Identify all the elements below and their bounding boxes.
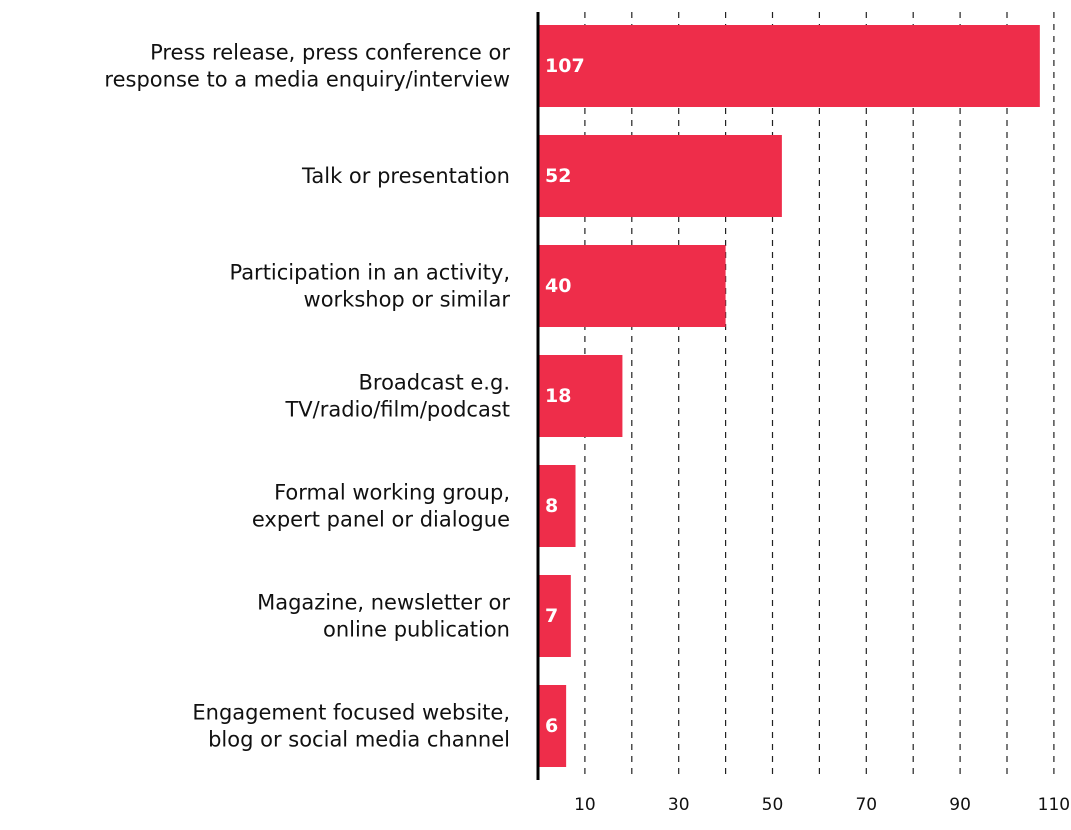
- bar: [538, 25, 1040, 107]
- category-label-line: response to a media enquiry/interview: [104, 68, 510, 92]
- category-label-line: expert panel or dialogue: [252, 508, 510, 532]
- category-label-line: Talk or presentation: [301, 164, 510, 188]
- bar-value-label: 18: [545, 385, 571, 407]
- category-label-line: Magazine, newsletter or: [257, 591, 510, 615]
- category-label: Formal working group, expert panel or dia…: [252, 481, 510, 532]
- x-axis-ticks: 10 30 50 70 90 110: [574, 795, 1070, 815]
- category-label-line: Engagement focused website,: [192, 701, 510, 725]
- category-label: Talk or presentation: [301, 164, 510, 188]
- category-label-line: Press release, press conference or: [150, 41, 510, 65]
- x-tick-label: 10: [574, 795, 596, 815]
- category-label-line: Formal working group,: [274, 481, 510, 505]
- category-labels: Press release, press conference or respon…: [104, 41, 510, 752]
- bar: [538, 135, 782, 217]
- gridlines: [584, 12, 1055, 780]
- bar-value-label: 7: [545, 605, 558, 627]
- bar: [538, 575, 571, 657]
- x-tick-label: 90: [949, 795, 971, 815]
- category-label-line: online publication: [323, 618, 510, 642]
- x-tick-label: 30: [668, 795, 690, 815]
- bar-value-label: 107: [545, 55, 585, 77]
- category-label-line: Participation in an activity,: [229, 261, 510, 285]
- x-tick-label: 50: [762, 795, 784, 815]
- category-label: Engagement focused website, blog or socia…: [192, 701, 510, 752]
- category-label-line: TV/radio/film/podcast: [284, 398, 510, 422]
- x-tick-label: 110: [1038, 795, 1070, 815]
- category-label: Broadcast e.g. TV/radio/film/podcast: [284, 371, 510, 422]
- bar-value-label: 52: [545, 165, 571, 187]
- bars: 107 52 40 18 8 7 6: [538, 25, 1040, 767]
- bar: [538, 355, 623, 437]
- bar: [538, 465, 576, 547]
- category-label-line: workshop or similar: [304, 288, 511, 312]
- category-label: Magazine, newsletter or online publicatio…: [257, 591, 510, 642]
- category-label: Press release, press conference or respon…: [104, 41, 510, 92]
- bar-value-label: 40: [545, 275, 571, 297]
- category-label: Participation in an activity, workshop or…: [229, 261, 510, 312]
- category-label-line: blog or social media channel: [208, 728, 510, 752]
- bar-value-label: 6: [545, 715, 558, 737]
- category-label-line: Broadcast e.g.: [359, 371, 511, 395]
- bar-value-label: 8: [545, 495, 558, 517]
- bar: [538, 685, 567, 767]
- x-tick-label: 70: [855, 795, 877, 815]
- bar: [538, 245, 726, 327]
